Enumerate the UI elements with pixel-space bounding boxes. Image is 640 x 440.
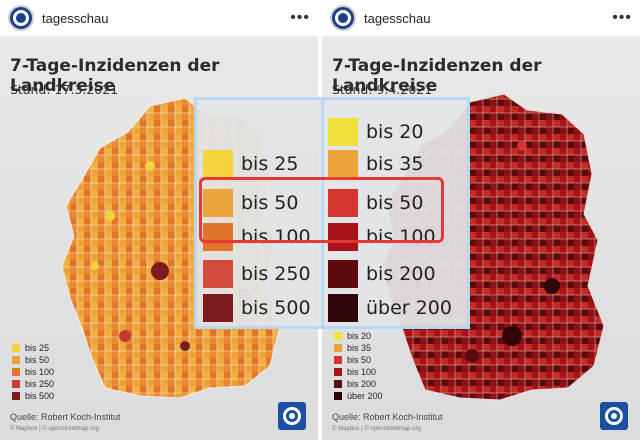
account-name[interactable]: tagesschau xyxy=(42,10,109,26)
zoom-label: bis 50 xyxy=(241,192,299,214)
zoom-swatch xyxy=(203,150,233,178)
legend-swatch xyxy=(334,344,342,352)
legend-item: bis 100 xyxy=(334,366,383,378)
legend-zoom-overlay: bis 25 bis 50 bis 100 bis 250 bis 500 bi… xyxy=(194,97,470,329)
legend-swatch xyxy=(334,368,342,376)
zoom-label: bis 250 xyxy=(241,263,311,285)
more-options-icon[interactable]: ••• xyxy=(612,9,632,26)
map-date: Stand: 17.3.2021 xyxy=(10,82,119,97)
map-title: 7-Tage-Inzidenzen der Landkreise xyxy=(332,56,542,96)
zoom-swatch xyxy=(203,294,233,322)
legend-swatch xyxy=(12,344,20,352)
legend-item: bis 50 xyxy=(12,354,54,366)
legend-item: über 200 xyxy=(334,390,383,402)
legend-label: bis 500 xyxy=(25,391,55,401)
legend-label: bis 20 xyxy=(347,331,372,341)
legend-label: über 200 xyxy=(347,391,383,401)
account-avatar[interactable] xyxy=(330,5,356,31)
map-legend: bis 20 bis 35 bis 50 bis 100 bis 200 übe… xyxy=(334,330,383,402)
zoom-label: bis 200 xyxy=(366,263,436,285)
zoom-label: bis 35 xyxy=(366,153,424,175)
zoom-swatch xyxy=(328,118,358,146)
zoom-legend-item: bis 20 xyxy=(328,118,423,146)
legend-swatch xyxy=(12,392,20,400)
tagesschau-logo-icon xyxy=(600,402,628,430)
legend-label: bis 250 xyxy=(25,379,55,389)
legend-swatch xyxy=(12,356,20,364)
legend-swatch xyxy=(334,392,342,400)
zoom-swatch xyxy=(203,260,233,288)
map-date: Stand: 9.4.2021 xyxy=(332,82,433,97)
zoom-swatch xyxy=(328,294,358,322)
legend-swatch xyxy=(12,380,20,388)
zoom-label: bis 50 xyxy=(366,192,424,214)
account-name[interactable]: tagesschau xyxy=(364,10,431,26)
legend-label: bis 50 xyxy=(25,355,50,365)
zoom-legend-item: bis 50 xyxy=(328,189,423,217)
legend-item: bis 500 xyxy=(12,390,54,402)
more-options-icon[interactable]: ••• xyxy=(290,9,310,26)
legend-label: bis 35 xyxy=(347,343,372,353)
post-header: tagesschau ••• xyxy=(0,0,318,36)
legend-swatch xyxy=(334,356,342,364)
map-credit: © Mapbox | © openstreetmap.org xyxy=(10,426,99,432)
zoom-legend-item: bis 25 xyxy=(203,150,298,178)
zoom-label: bis 25 xyxy=(241,153,299,175)
source-text: Quelle: Robert Koch-Institut xyxy=(10,412,121,422)
legend-label: bis 100 xyxy=(347,367,377,377)
zoom-label: bis 20 xyxy=(366,121,424,143)
legend-swatch xyxy=(334,332,342,340)
zoom-divider xyxy=(321,100,324,326)
map-credit: © Mapbox | © openstreetmap.org xyxy=(332,426,421,432)
zoom-legend-item: bis 250 xyxy=(203,260,311,288)
post-header: tagesschau ••• xyxy=(322,0,640,36)
legend-item: bis 50 xyxy=(334,354,383,366)
zoom-legend-item: bis 500 xyxy=(203,294,311,322)
legend-label: bis 200 xyxy=(347,379,377,389)
zoom-legend-item: über 200 xyxy=(328,294,452,322)
source-text: Quelle: Robert Koch-Institut xyxy=(332,412,443,422)
zoom-legend-item: bis 50 xyxy=(203,189,298,217)
legend-item: bis 200 xyxy=(334,378,383,390)
zoom-legend-item: bis 35 xyxy=(328,150,423,178)
zoom-swatch xyxy=(328,189,358,217)
zoom-swatch xyxy=(328,260,358,288)
legend-item: bis 20 xyxy=(334,330,383,342)
zoom-swatch xyxy=(203,223,233,251)
zoom-swatch xyxy=(328,150,358,178)
legend-label: bis 50 xyxy=(347,355,372,365)
legend-item: bis 25 xyxy=(12,342,54,354)
legend-label: bis 25 xyxy=(25,343,50,353)
legend-swatch xyxy=(334,380,342,388)
highlight-box xyxy=(199,177,444,243)
legend-item: bis 35 xyxy=(334,342,383,354)
zoom-label: bis 500 xyxy=(241,297,311,319)
legend-swatch xyxy=(12,368,20,376)
map-title: 7-Tage-Inzidenzen der Landkreise xyxy=(10,56,220,96)
legend-label: bis 100 xyxy=(25,367,55,377)
map-legend: bis 25 bis 50 bis 100 bis 250 bis 500 xyxy=(12,342,54,402)
tagesschau-logo-icon xyxy=(278,402,306,430)
legend-item: bis 250 xyxy=(12,378,54,390)
zoom-swatch xyxy=(203,189,233,217)
zoom-swatch xyxy=(328,223,358,251)
zoom-legend-item: bis 200 xyxy=(328,260,436,288)
legend-item: bis 100 xyxy=(12,366,54,378)
account-avatar[interactable] xyxy=(8,5,34,31)
zoom-label: über 200 xyxy=(366,297,452,319)
